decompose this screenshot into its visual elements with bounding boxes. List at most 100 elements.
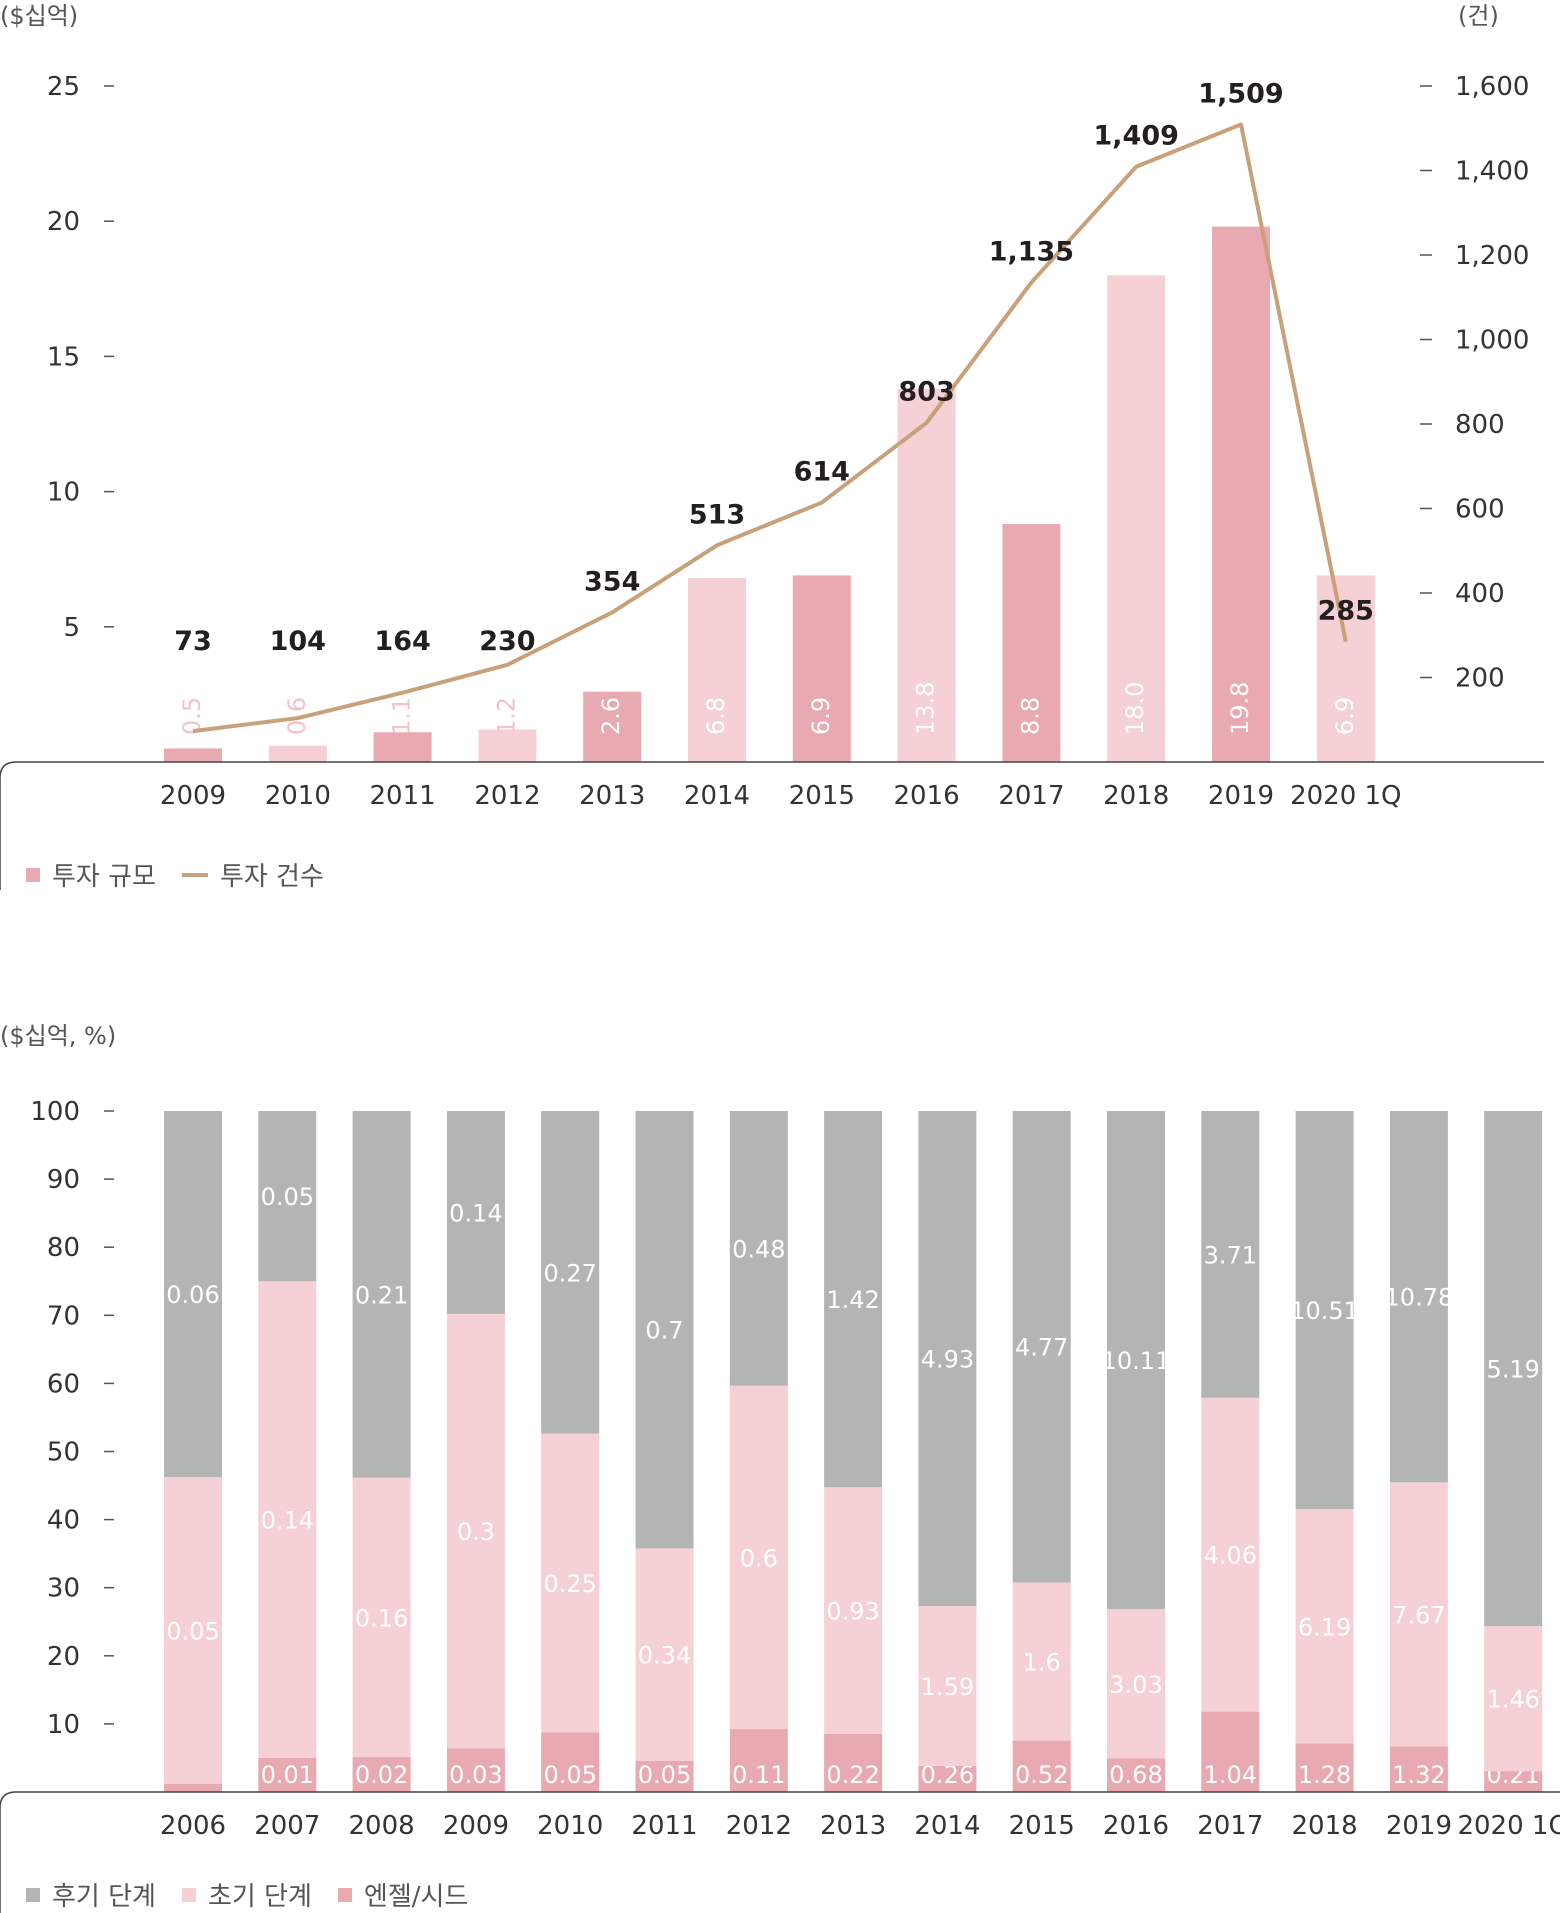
bar-late-stage-2007 (258, 1111, 317, 1282)
right-tick-label: 600 (1455, 495, 1505, 525)
angel-seed-value-label: 0.22 (826, 1761, 879, 1789)
late-stage-value-label: 10.11 (1102, 1347, 1171, 1375)
bar-2010 (268, 745, 327, 762)
right-tick-label: 400 (1455, 579, 1505, 609)
early-stage-value-label: 0.14 (261, 1507, 314, 1535)
bar-early-stage-2007 (258, 1281, 317, 1758)
angel-seed-value-label: 0.05 (638, 1761, 691, 1789)
legend-label-late-stage: 후기 단계 (52, 1882, 156, 1912)
bar-late-stage-2017 (1201, 1111, 1260, 1398)
x-tick-label: 2008 (349, 1811, 415, 1841)
legend-1: 투자 규모 투자 건수 (26, 856, 350, 893)
bar-angel-seed-2017 (1201, 1711, 1260, 1792)
x-tick-label: 2014 (914, 1811, 980, 1841)
x-tick-label: 2006 (160, 1811, 226, 1841)
late-stage-value-label: 0.27 (543, 1259, 596, 1287)
bar-late-stage-2010 (541, 1111, 600, 1434)
bar-late-stage-2012 (729, 1111, 788, 1386)
bar-late-stage-2015 (1012, 1111, 1071, 1583)
count-value-label: 104 (270, 626, 326, 657)
bar-early-stage-2019 (1389, 1482, 1448, 1747)
bar-angel-seed-2020 1Q (1484, 1771, 1543, 1792)
early-stage-value-label: 0.93 (826, 1597, 879, 1625)
bar-value-label: 18.0 (1121, 682, 1149, 735)
bar-value-label: 13.8 (912, 682, 940, 735)
left-tick-label: 5 (63, 613, 80, 643)
bar-2015 (792, 575, 851, 762)
unit-label: ($십억, %) (0, 1022, 116, 1050)
early-stage-value-label: 1.6 (1023, 1649, 1061, 1677)
count-value-label: 1,509 (1198, 78, 1283, 109)
right-tick-label: 800 (1455, 410, 1505, 440)
early-stage-value-label: 0.25 (543, 1570, 596, 1598)
x-tick-label: 2017 (1197, 1811, 1263, 1841)
angel-seed-value-label: 0.52 (1015, 1761, 1068, 1789)
late-stage-value-label: 0.14 (449, 1199, 502, 1227)
y-tick-label: 90 (47, 1165, 80, 1195)
bar-angel-seed-2015 (1012, 1740, 1071, 1792)
x-tick-label: 2015 (789, 781, 855, 811)
x-tick-label: 2016 (1103, 1811, 1169, 1841)
early-stage-value-label: 4.06 (1204, 1542, 1257, 1570)
early-stage-value-label: 3.03 (1109, 1671, 1162, 1699)
early-stage-value-label: 0.05 (166, 1617, 219, 1645)
bar-2018 (1107, 275, 1166, 762)
bar-2019 (1212, 226, 1270, 762)
bar-late-stage-2009 (446, 1111, 505, 1314)
late-stage-value-label: 10.51 (1290, 1297, 1359, 1325)
left-tick-label: 25 (47, 72, 80, 102)
bar-late-stage-2014 (918, 1111, 977, 1607)
right-unit-label: (건) (1458, 2, 1499, 30)
count-value-label: 1,135 (989, 236, 1074, 267)
legend-swatch-early (181, 1887, 196, 1902)
x-tick-label: 2013 (820, 1811, 886, 1841)
x-tick-label: 2018 (1103, 781, 1169, 811)
bar-angel-seed-2019 (1389, 1746, 1448, 1792)
x-tick-label: 2016 (894, 781, 960, 811)
x-tick-label: 2009 (160, 781, 226, 811)
late-stage-value-label: 0.48 (732, 1235, 785, 1263)
late-stage-value-label: 10.78 (1385, 1284, 1454, 1312)
bar-late-stage-2020 1Q (1484, 1111, 1543, 1627)
early-stage-value-label: 7.67 (1392, 1601, 1445, 1629)
angel-seed-value-label: 1.04 (1204, 1761, 1257, 1789)
y-tick-label: 80 (47, 1233, 80, 1263)
legend-item-early-stage: 초기 단계 (181, 1876, 312, 1913)
bar-late-stage-2008 (352, 1111, 411, 1478)
y-tick-label: 70 (47, 1301, 80, 1331)
x-axis-line (0, 1791, 1560, 1913)
left-unit-label: ($십억) (0, 2, 78, 30)
legend-item-angel-seed: 엔젤/시드 (337, 1876, 468, 1913)
bar-early-stage-2012 (729, 1385, 788, 1730)
legend-item-late-stage: 후기 단계 (26, 1876, 156, 1913)
bar-value-label: 19.8 (1226, 682, 1254, 735)
late-stage-value-label: 4.77 (1015, 1334, 1068, 1362)
angel-seed-value-label: 0.03 (449, 1761, 502, 1789)
bar-angel-seed-2018 (1295, 1743, 1354, 1792)
bar-angel-seed-2010 (541, 1732, 600, 1792)
y-tick-label: 10 (47, 1710, 80, 1740)
bar-early-stage-2014 (918, 1606, 977, 1766)
bar-early-stage-2013 (824, 1487, 883, 1734)
early-stage-value-label: 0.34 (638, 1642, 691, 1670)
bar-2009 (164, 748, 222, 762)
left-tick-label: 15 (47, 342, 80, 372)
count-value-label: 614 (794, 457, 850, 488)
x-tick-label: 2009 (443, 1811, 509, 1841)
left-tick-label: 10 (47, 478, 80, 508)
x-tick-label: 2011 (370, 781, 436, 811)
legend-item-investment-size: 투자 규모 (26, 856, 156, 893)
bar-early-stage-2010 (541, 1433, 600, 1733)
x-tick-label: 2010 (537, 1811, 603, 1841)
bar-2011 (373, 732, 432, 762)
legend-label-investment-count: 투자 건수 (219, 862, 324, 892)
x-tick-label: 2018 (1292, 1811, 1358, 1841)
early-stage-value-label: 1.59 (921, 1673, 974, 1701)
angel-seed-value-label: 1.32 (1392, 1761, 1445, 1789)
x-tick-label: 2010 (265, 781, 331, 811)
count-value-label: 230 (479, 626, 535, 657)
x-tick-label: 2019 (1208, 781, 1274, 811)
angel-seed-value-label: 0.05 (543, 1761, 596, 1789)
early-stage-value-label: 0.3 (457, 1518, 495, 1546)
bar-angel-seed-2013 (824, 1733, 883, 1792)
